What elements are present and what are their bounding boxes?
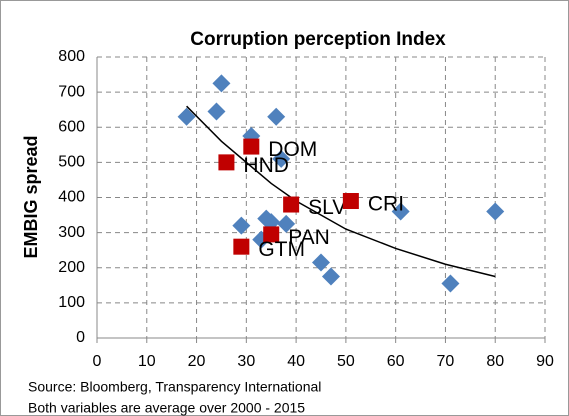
y-tick-label: 500 (58, 154, 85, 171)
chart-title: Corruption perception Index (190, 29, 446, 50)
y-tick-label: 800 (58, 48, 85, 65)
point-label: PAN (288, 226, 330, 249)
diamond-point (272, 149, 291, 168)
y-tick-label: 600 (58, 118, 85, 135)
y-tick-label: 700 (58, 83, 85, 100)
diamond-point (321, 267, 340, 286)
point-label: SLV (308, 196, 346, 219)
y-tick-label: 400 (58, 189, 85, 206)
point-label: DOM (268, 138, 317, 161)
diamond-point (232, 216, 251, 235)
diamond-point (267, 107, 286, 126)
square-point (243, 138, 260, 155)
x-tick-label: 50 (337, 353, 355, 370)
source-note: Source: Bloomberg, Transparency Internat… (28, 379, 321, 395)
x-tick-label: 60 (387, 353, 405, 370)
x-tick-label: 20 (188, 353, 206, 370)
diamond-point (207, 102, 226, 121)
y-axis-label: EMBIG spread (21, 135, 41, 258)
x-tick-label: 10 (138, 353, 156, 370)
square-point (233, 238, 250, 255)
x-tick-label: 0 (93, 353, 102, 370)
x-tick-label: 80 (486, 353, 504, 370)
y-tick-label: 300 (58, 224, 85, 241)
point-label: CRI (368, 193, 404, 216)
diamond-point (312, 253, 330, 272)
y-tick-label: 100 (58, 294, 85, 311)
square-point (218, 154, 235, 171)
y-tick-label: 200 (58, 259, 85, 276)
x-tick-label: 90 (536, 353, 554, 370)
diamond-point (212, 74, 231, 93)
diamond-point (277, 214, 296, 233)
diamond-point (177, 107, 196, 126)
y-tick-label: 0 (76, 329, 85, 346)
square-point (283, 196, 300, 213)
square-point (263, 226, 280, 243)
x-tick-label: 40 (287, 353, 305, 370)
x-tick-label: 30 (237, 353, 255, 370)
point-label: GTM (258, 238, 305, 261)
x-tick-label: 70 (437, 353, 455, 370)
diamond-point (486, 202, 505, 221)
diamond-point (441, 274, 460, 293)
square-point (342, 193, 359, 210)
variables-note: Both variables are average over 2000 - 2… (28, 400, 305, 416)
point-label: HND (243, 154, 289, 177)
diamond-point (391, 202, 410, 221)
